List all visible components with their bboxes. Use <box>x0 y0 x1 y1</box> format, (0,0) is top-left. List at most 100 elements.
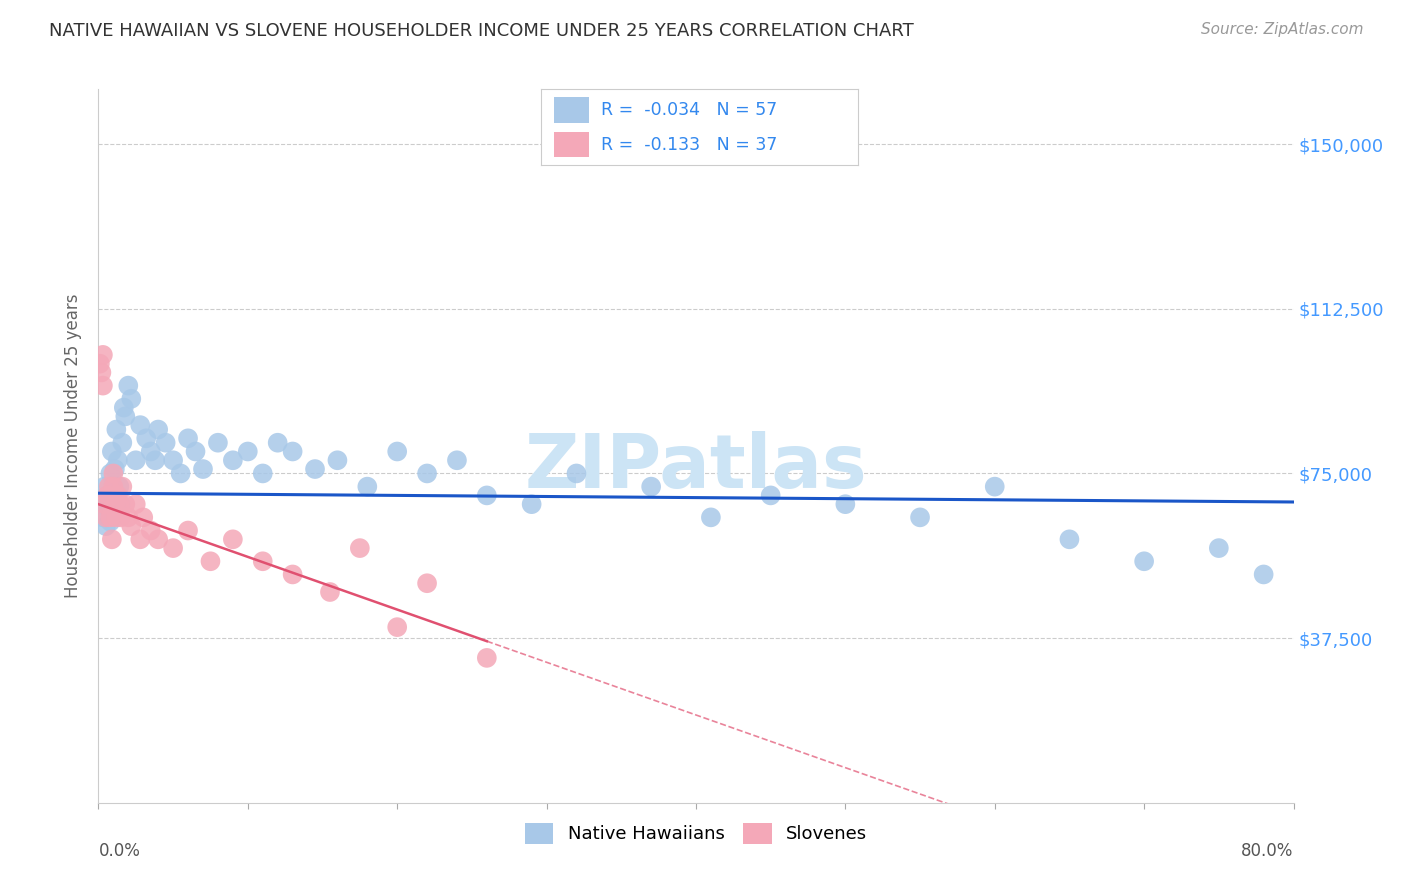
Point <box>700 510 723 524</box>
FancyBboxPatch shape <box>554 97 589 122</box>
Point <box>91 348 114 362</box>
Point <box>107 488 129 502</box>
Point <box>114 409 136 424</box>
Point <box>101 533 124 547</box>
Text: R =  -0.133   N = 37: R = -0.133 N = 37 <box>602 136 778 153</box>
Point <box>222 533 245 547</box>
FancyBboxPatch shape <box>554 132 589 158</box>
Point <box>105 510 128 524</box>
Point <box>177 431 200 445</box>
Point <box>385 444 409 458</box>
Point <box>236 444 259 458</box>
Point <box>103 497 125 511</box>
Point <box>200 554 222 568</box>
Point <box>101 444 124 458</box>
Point <box>143 453 166 467</box>
Point <box>281 444 304 458</box>
Point <box>112 401 135 415</box>
Point <box>475 488 498 502</box>
Point <box>104 497 127 511</box>
Point <box>281 567 304 582</box>
Point <box>125 453 148 467</box>
Point <box>1253 567 1275 582</box>
Point <box>304 462 326 476</box>
Point <box>98 515 122 529</box>
Point <box>520 497 543 511</box>
Point <box>104 462 127 476</box>
Point <box>222 453 245 467</box>
Point <box>169 467 191 481</box>
Point <box>103 467 125 481</box>
Point <box>252 554 274 568</box>
Point <box>97 480 120 494</box>
Point <box>565 467 588 481</box>
Text: NATIVE HAWAIIAN VS SLOVENE HOUSEHOLDER INCOME UNDER 25 YEARS CORRELATION CHART: NATIVE HAWAIIAN VS SLOVENE HOUSEHOLDER I… <box>49 22 914 40</box>
Point <box>96 488 118 502</box>
Point <box>107 453 129 467</box>
Text: 80.0%: 80.0% <box>1241 842 1294 860</box>
Point <box>446 453 468 467</box>
Point <box>90 497 112 511</box>
Point <box>162 541 184 555</box>
Point <box>117 378 139 392</box>
Point <box>94 510 117 524</box>
Point <box>148 423 170 437</box>
Point <box>1208 541 1230 555</box>
Point <box>191 462 214 476</box>
Point <box>103 480 125 494</box>
Text: R =  -0.034   N = 57: R = -0.034 N = 57 <box>602 101 778 119</box>
Point <box>416 576 439 591</box>
Point <box>117 510 139 524</box>
Point <box>105 423 128 437</box>
Point <box>114 497 136 511</box>
Point <box>148 533 170 547</box>
Point <box>98 467 122 481</box>
Point <box>1059 533 1081 547</box>
Text: ZIPatlas: ZIPatlas <box>524 431 868 504</box>
Point <box>93 497 115 511</box>
Point <box>640 480 662 494</box>
Point <box>326 453 349 467</box>
Point <box>108 480 131 494</box>
Point <box>349 541 371 555</box>
Point <box>108 497 131 511</box>
Point <box>129 533 152 547</box>
Text: 0.0%: 0.0% <box>98 842 141 860</box>
Point <box>385 620 409 634</box>
Point <box>139 444 162 458</box>
Point <box>356 480 378 494</box>
Point <box>110 510 132 524</box>
Legend: Native Hawaiians, Slovenes: Native Hawaiians, Slovenes <box>517 815 875 851</box>
Point <box>135 431 157 445</box>
Point <box>759 488 782 502</box>
Point <box>120 519 142 533</box>
Point <box>125 497 148 511</box>
Point <box>91 378 114 392</box>
Point <box>98 510 122 524</box>
Point <box>110 497 132 511</box>
Point <box>94 519 117 533</box>
Point <box>184 444 207 458</box>
Y-axis label: Householder Income Under 25 years: Householder Income Under 25 years <box>65 293 83 599</box>
Point <box>132 510 155 524</box>
Point <box>177 524 200 538</box>
Point <box>129 418 152 433</box>
Point <box>267 435 290 450</box>
Point <box>908 510 931 524</box>
Point <box>90 366 112 380</box>
Point <box>162 453 184 467</box>
Point <box>834 497 856 511</box>
Point <box>96 488 118 502</box>
Point <box>252 467 274 481</box>
Point <box>319 585 342 599</box>
Text: Source: ZipAtlas.com: Source: ZipAtlas.com <box>1201 22 1364 37</box>
Point <box>207 435 229 450</box>
Point <box>139 524 162 538</box>
Point <box>984 480 1007 494</box>
Point <box>475 651 498 665</box>
Point <box>91 510 114 524</box>
Point <box>155 435 177 450</box>
Point <box>89 357 111 371</box>
Point <box>120 392 142 406</box>
Point <box>93 480 115 494</box>
